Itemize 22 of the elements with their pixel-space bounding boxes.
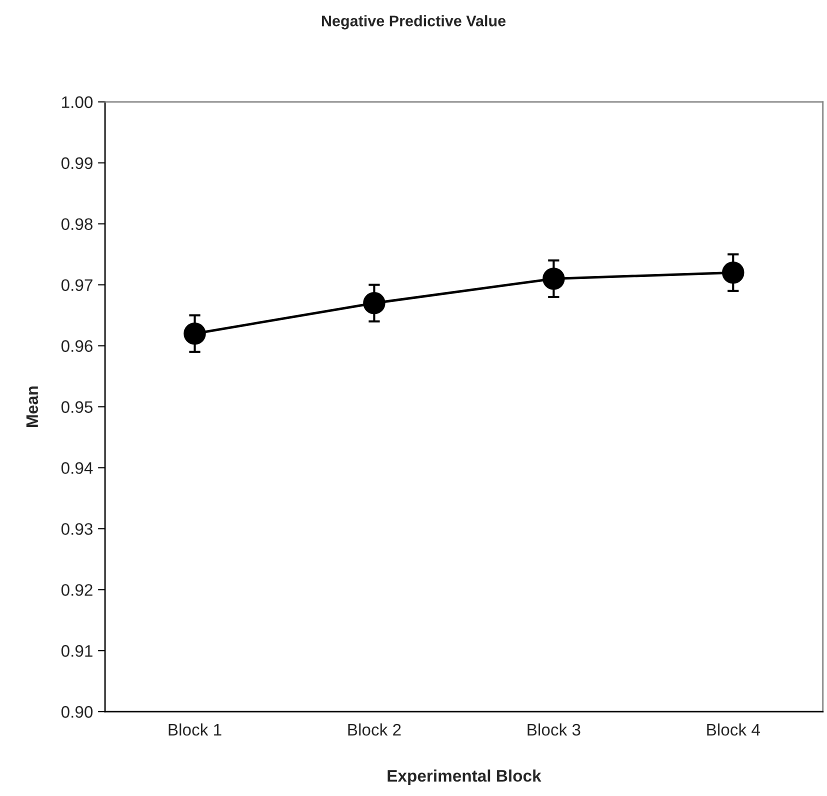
y-tick-label: 0.96	[61, 340, 92, 352]
y-tick-label: 1.00	[62, 96, 93, 108]
y-tick-label: 0.97	[61, 279, 92, 292]
x-axis-title: Experimental Block	[388, 770, 542, 786]
y-tick-label: 0.94	[61, 462, 93, 474]
y-tick-label: 0.92	[61, 584, 92, 596]
point	[542, 268, 565, 290]
x-tick-label: Block 1	[168, 723, 222, 736]
x-tick-label: Block 4	[707, 723, 760, 736]
chart-title: Negative Predictive Value	[322, 15, 506, 30]
y-tick-label: 0.91	[61, 645, 92, 657]
y-tick-label: 0.98	[61, 218, 92, 230]
x-tick-label: Block 2	[348, 723, 401, 736]
point	[722, 262, 744, 284]
y-axis-title: Mean	[26, 386, 38, 427]
point	[363, 292, 386, 314]
y-tick-label: 0.95	[61, 401, 93, 413]
x-tick-label: Block 3	[528, 723, 580, 736]
y-tick-label: 0.93	[61, 523, 92, 535]
y-tick-label: 0.99	[61, 157, 92, 170]
point	[184, 322, 206, 345]
y-tick-label: 0.90	[61, 706, 93, 718]
